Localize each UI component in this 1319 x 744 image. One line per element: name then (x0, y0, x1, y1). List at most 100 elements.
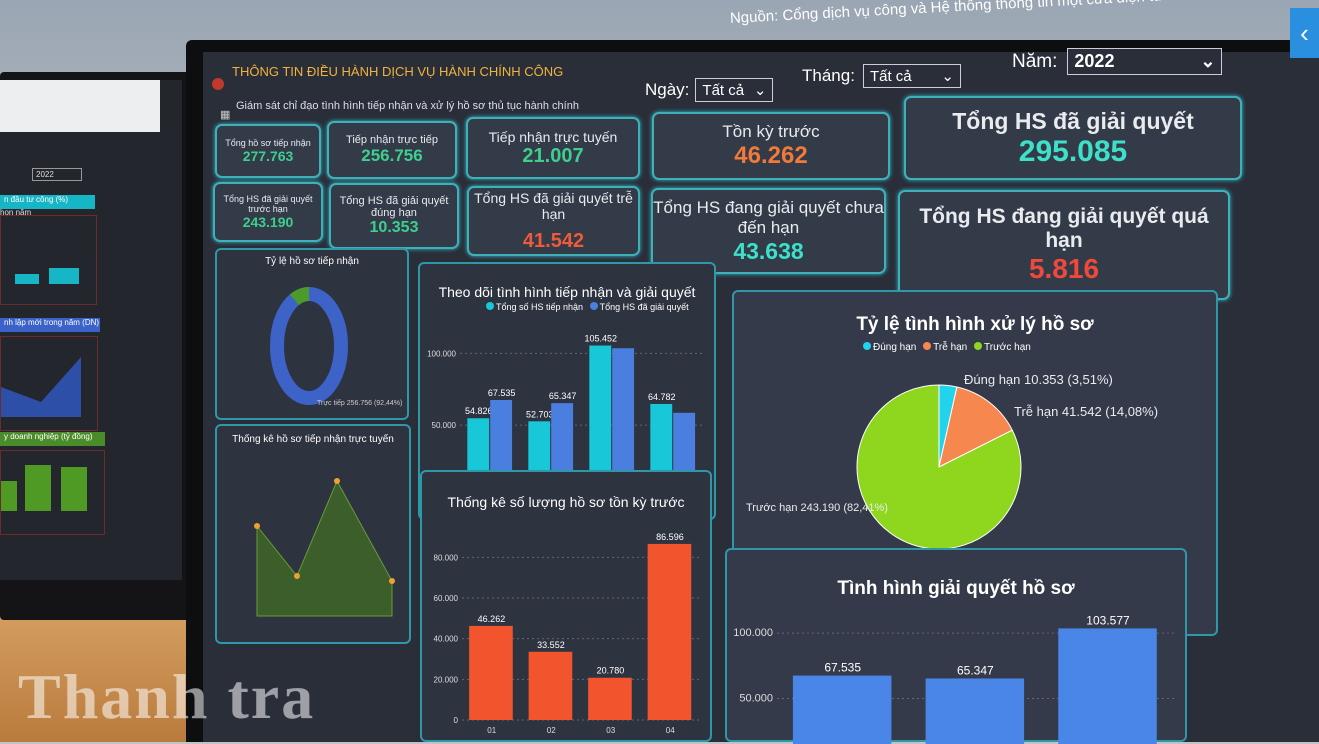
left-year-select[interactable]: 2022 (32, 168, 82, 181)
kpi-label: Tồn kỳ trước (722, 122, 820, 141)
solve-status-panel: Tình hình giải quyết hồ sơ 50.000 100.000… (725, 548, 1187, 744)
chevron-down-icon: ⌄ (941, 68, 954, 85)
donut-panel: Tỷ lệ hồ sơ tiếp nhận Trực tiếp 256.756 … (215, 248, 409, 420)
bar (612, 348, 635, 497)
data-label: 65.347 (957, 663, 994, 677)
data-label: 20.780 (597, 666, 625, 676)
data-label: 65.347 (549, 391, 577, 401)
kpi-online: Tiếp nhận trực tuyến 21.007 (466, 117, 640, 179)
left-chart-3 (0, 450, 105, 535)
online-area-panel: Thống kê hồ sơ tiếp nhận trực tuyến (215, 424, 411, 644)
kpi-label: Tổng HS đang giải quyết chưa đến hạn (653, 197, 884, 237)
day-filter: Ngày: Tất cả ⌄ (645, 78, 774, 102)
kpi-total-solved: Tổng HS đã giải quyết 295.085 (904, 96, 1242, 180)
pie-svg (856, 384, 1022, 550)
kpi-value: 43.638 (733, 237, 804, 264)
kpi-label: Tổng hồ sơ tiếp nhận (225, 138, 311, 148)
kpi-label: Tổng HS đã giải quyết trễ hạn (474, 189, 633, 222)
kpi-solved-ontime: Tổng HS đã giải quyết đúng hạn 10.353 (329, 183, 459, 249)
y-tick-label: 60.000 (434, 594, 459, 603)
kpi-value: 295.085 (1018, 134, 1128, 168)
y-tick-label: 0 (454, 716, 459, 725)
chevron-left-icon: ‹ (1300, 18, 1309, 48)
legend-early: Trước hạn (984, 342, 1031, 353)
y-tick-label: 20.000 (434, 675, 459, 684)
donut-chart (270, 287, 348, 405)
kpi-total-received: Tổng hồ sơ tiếp nhận 277.763 (215, 124, 321, 178)
y-tick-label: 50.000 (432, 421, 457, 430)
left-section-2: nh lập mới trong năm (DN) (0, 318, 100, 332)
watermark-logo: Thanh tra (18, 661, 316, 732)
pie-title: Tỷ lệ tình hình xử lý hồ sơ (856, 314, 1094, 335)
app-title: THÔNG TIN ĐIỀU HÀNH DỊCH VỤ HÀNH CHÍNH C… (232, 64, 564, 79)
bar (588, 677, 632, 720)
legend-solved: Tổng HS đã giải quyết (599, 302, 689, 312)
month-select[interactable]: Tất cả ⌄ (862, 64, 961, 88)
data-label: 33.552 (537, 640, 565, 650)
pie-label-ontime: Đúng hạn 10.353 (3,51%) (964, 372, 1113, 387)
national-emblem-icon (212, 78, 224, 90)
kpi-backlog: Tồn kỳ trước 46.262 (652, 112, 890, 180)
pie-slice (856, 384, 1022, 550)
left-browser-toolbar (0, 80, 160, 132)
legend-ontime: Đúng hạn (873, 342, 917, 353)
kpi-value: 41.542 (522, 229, 585, 252)
legend-dot (589, 302, 598, 310)
kpi-label: Tổng HS đang giải quyết quá hạn (919, 205, 1209, 252)
y-tick-label: 100.000 (733, 627, 773, 639)
donut-slice-online (289, 287, 310, 306)
legend-dot (486, 302, 494, 310)
area-point (334, 478, 340, 484)
chart4-svg: 50.000 100.000 67.535 65.347 103.577 (733, 613, 1175, 744)
day-label: Ngày: (645, 80, 690, 99)
pie-slice (938, 386, 1013, 468)
kpi-solved-early: Tổng HS đã giải quyết trước hạn 243.190 (213, 182, 323, 242)
pie-legend: Đúng hạn Trễ hạn Trước hạn (859, 342, 1031, 353)
kpi-pending-not-due: Tổng HS đang giải quyết chưa đến hạn 43.6… (651, 188, 886, 274)
bar (528, 651, 573, 720)
area-chart (254, 478, 395, 617)
data-label: 67.535 (488, 388, 516, 398)
bar (589, 345, 612, 497)
kpi-value: 256.756 (361, 146, 423, 165)
chart2-title: Thống kê số lượng hồ sơ tồn kỳ trước (447, 494, 685, 510)
month-value: Tất cả (869, 67, 912, 85)
bar (469, 625, 513, 720)
data-label: 52.703 (526, 409, 554, 419)
area-point (254, 523, 260, 529)
area-point (294, 573, 300, 579)
left-year-label: họn năm (0, 208, 32, 217)
bar (792, 675, 892, 744)
chart2-svg: 0 20.000 40.000 60.000 80.000 46.262 01 33.552 0… (434, 532, 700, 735)
kpi-value: 5.816 (1028, 253, 1100, 284)
pie-label-late: Trễ hạn 41.542 (14,08%) (1014, 404, 1159, 419)
data-label: 105.452 (584, 334, 617, 344)
kpi-value: 277.763 (242, 148, 294, 164)
bar (925, 678, 1025, 744)
kpi-label: Tổng HS đã giải quyết đúng hạn (339, 195, 449, 219)
back-button[interactable]: ‹ (1290, 8, 1319, 58)
chevron-down-icon: ⌄ (1200, 51, 1216, 71)
legend-late: Trễ hạn (933, 342, 968, 353)
left-section-1: n đầu tư công (%) (0, 195, 95, 209)
data-label: 46.262 (478, 614, 506, 624)
area-point (389, 578, 395, 584)
day-select[interactable]: Tất cả ⌄ (695, 78, 774, 102)
chart1-legend: Tổng số HS tiếp nhận Tổng HS đã giải quy… (482, 302, 689, 312)
x-tick-label: 01 (487, 726, 496, 735)
y-tick-label: 100.000 (427, 349, 456, 358)
donut-label: Trực tiếp 256.756 (92,44%) (317, 400, 403, 407)
data-label: 103.577 (1086, 613, 1130, 627)
kpi-direct: Tiếp nhận trực tiếp 256.756 (327, 121, 457, 179)
data-label: 67.535 (824, 661, 861, 675)
chart4-title: Tình hình giải quyết hồ sơ (837, 578, 1075, 599)
year-select[interactable]: 2022 ⌄ (1067, 48, 1223, 75)
left-section-3: y doanh nghiệp (tỷ đồng) (0, 432, 105, 446)
kpi-label: Tiếp nhận trực tuyến (488, 128, 618, 145)
page-subtitle: Giám sát chỉ đạo tình hình tiếp nhận và … (236, 100, 579, 112)
chart1-title: Theo dõi tình hình tiếp nhận và giải quy… (438, 284, 696, 300)
kpi-value: 46.262 (734, 142, 808, 169)
kpi-label: Tổng HS đã giải quyết trước hạn (223, 194, 313, 214)
left-chart-1 (0, 215, 97, 305)
year-filter: Năm: 2022 ⌄ (1012, 48, 1223, 75)
